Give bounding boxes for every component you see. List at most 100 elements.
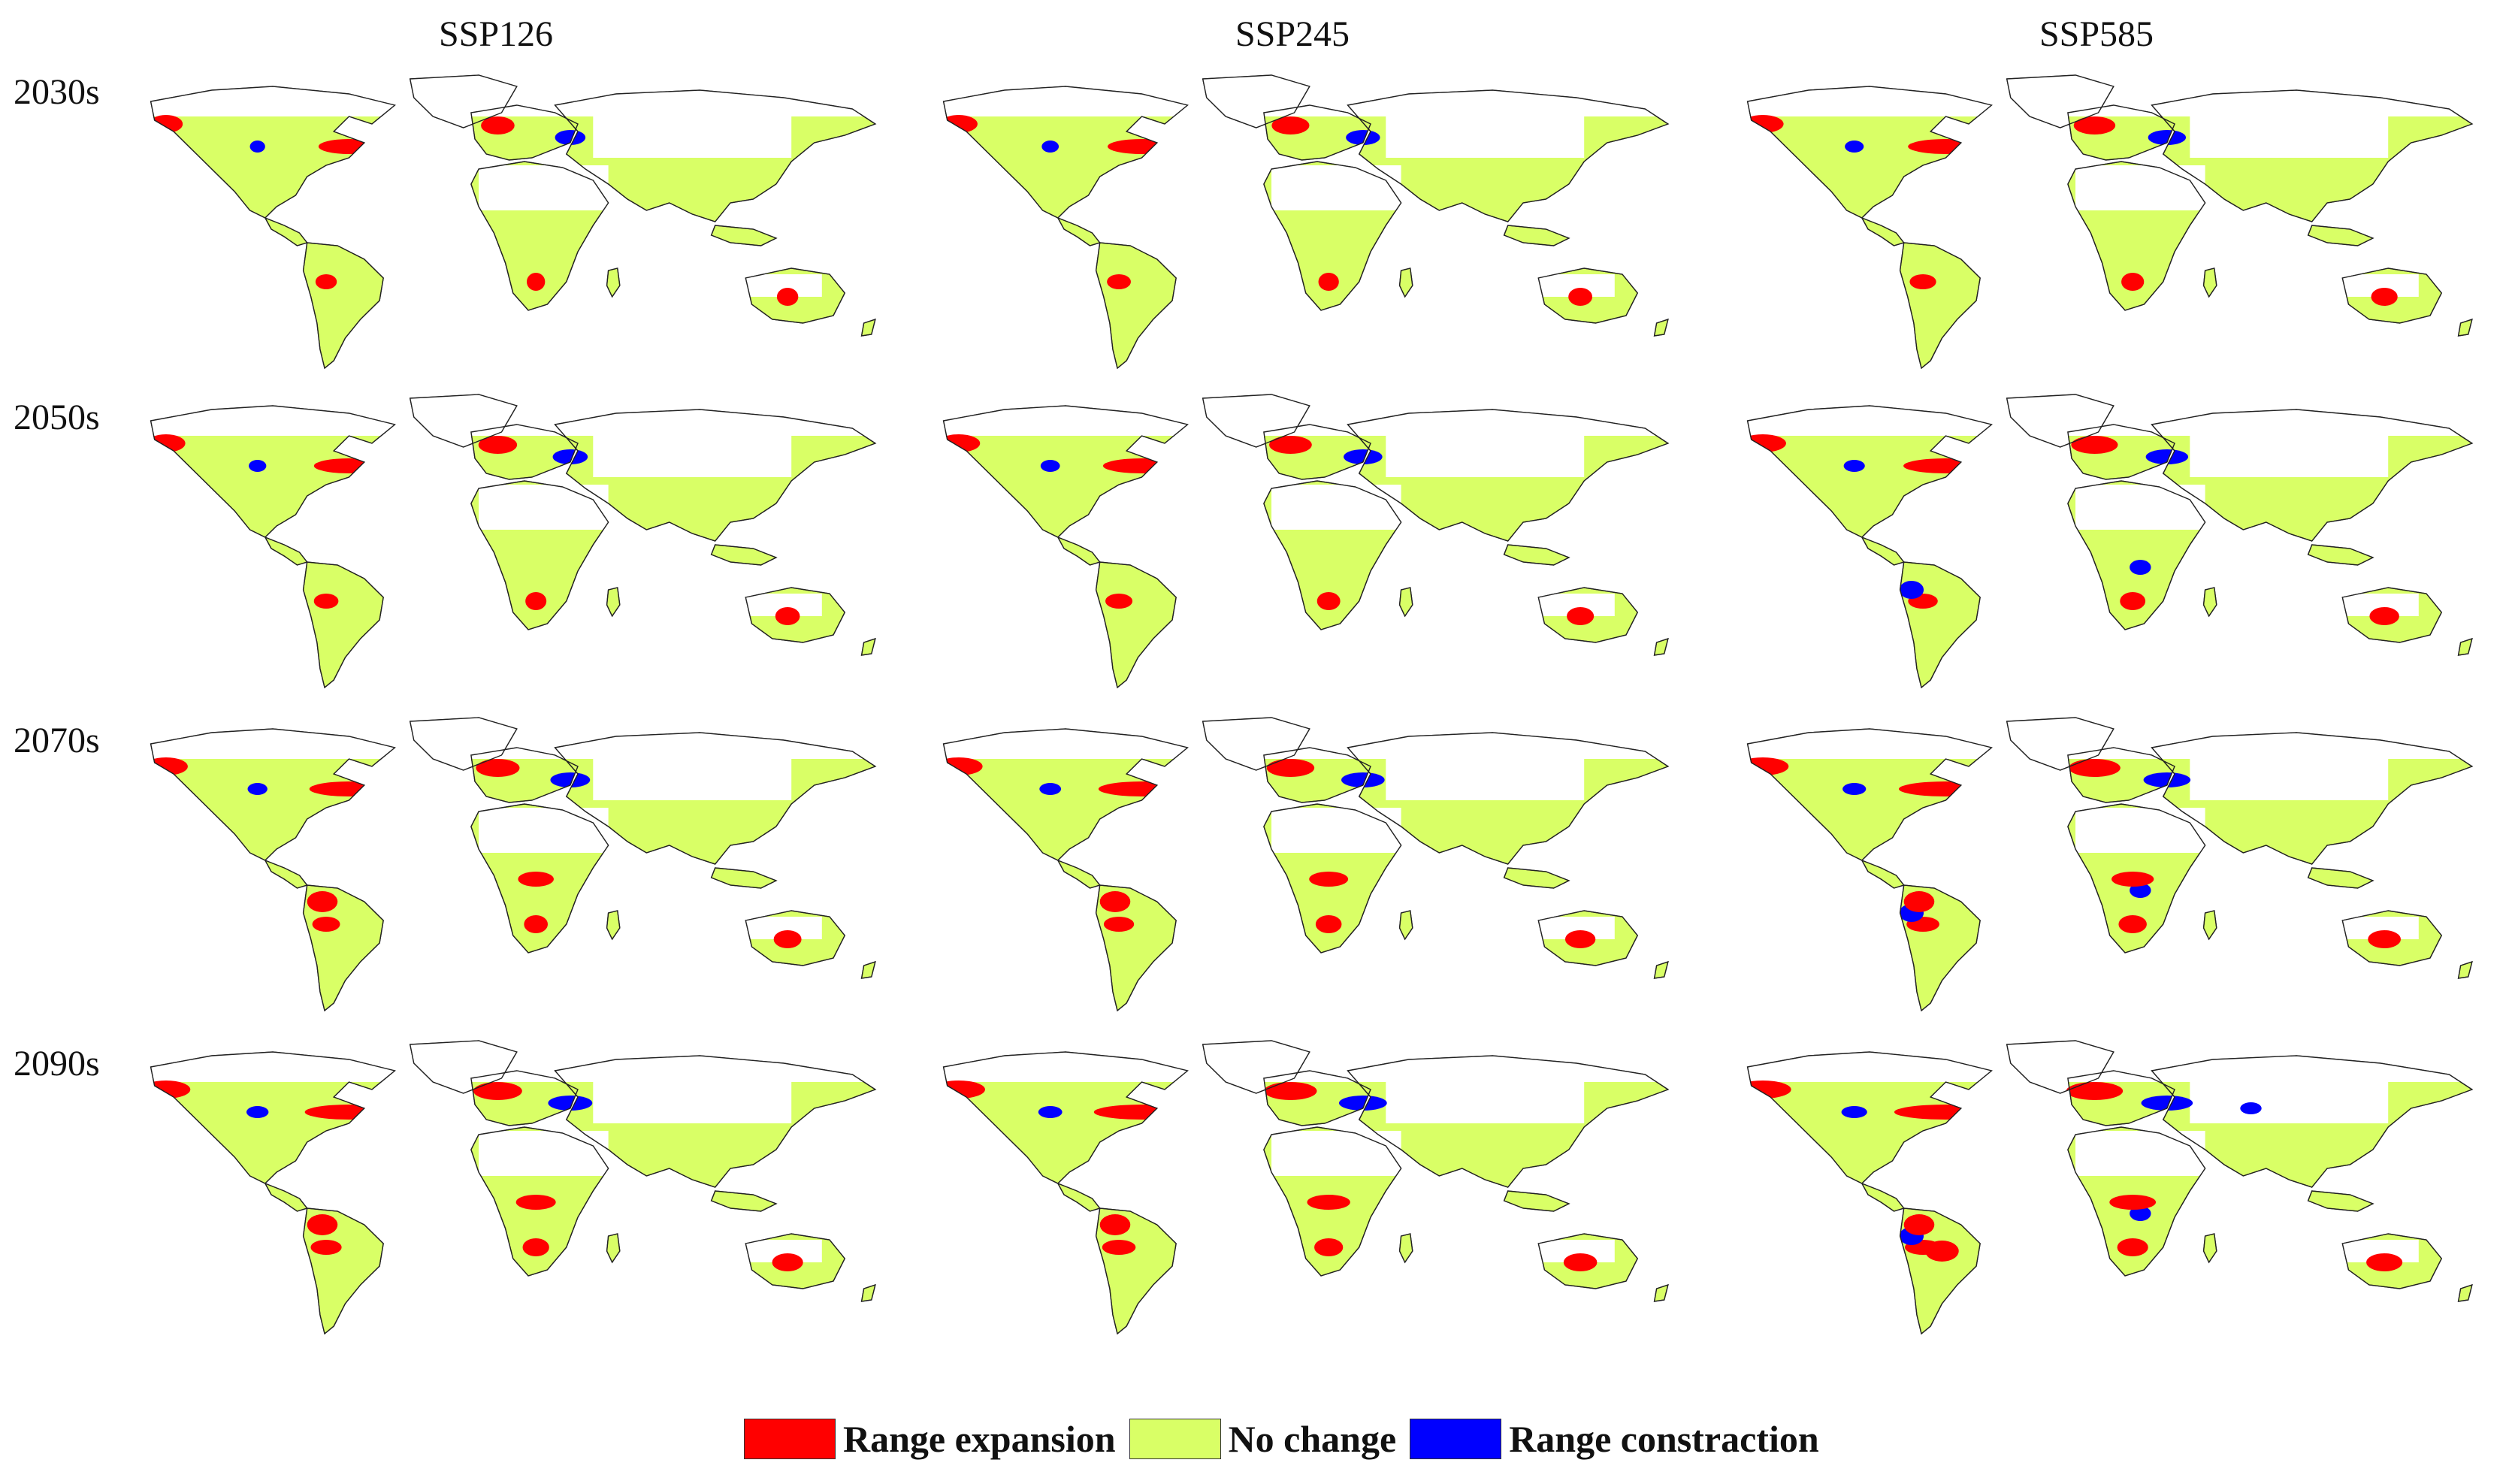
map-legend: Range expansion No change Range constrac… (744, 1416, 1833, 1461)
expansion-patch (315, 274, 337, 289)
expansion-patch (2371, 288, 2398, 306)
expansion-patch (2121, 273, 2145, 291)
outline-seAsiaIslands (1503, 1190, 1570, 1212)
outline-newZealand (2457, 960, 2473, 979)
map-panel-ssp585-2090s (1717, 1037, 2480, 1337)
contraction-patch (2141, 1096, 2193, 1111)
outline-centralAmerica (1057, 859, 1101, 889)
expansion-patch (1567, 607, 1595, 625)
land-centralAmerica (264, 216, 308, 246)
outline-northAmerica (942, 728, 1189, 861)
unsuitable-area (479, 485, 609, 530)
outline-southAmerica (1899, 561, 1981, 689)
contraction-patch (548, 1096, 593, 1111)
expansion-patch (1908, 139, 1984, 154)
expansion-patch (1747, 434, 1786, 452)
outline-australia (2341, 587, 2443, 643)
legend-swatch-expansion (744, 1419, 836, 1459)
outline-asia (1347, 89, 1670, 222)
contraction-patch (1899, 581, 1924, 599)
outline-newZealand (1653, 1283, 1669, 1302)
outline-africa (2067, 1126, 2206, 1277)
expansion-patch (525, 592, 547, 610)
unsuitable-area (479, 808, 609, 853)
outline-madagascar (1398, 587, 1413, 618)
contraction-patch (249, 141, 265, 153)
contraction-patch (2130, 560, 2151, 575)
unsuitable-area (1386, 116, 1585, 158)
land-centralAmerica (1861, 216, 1905, 246)
outline-seAsiaIslands (710, 867, 778, 889)
unsuitable-area (2190, 116, 2389, 158)
expansion-patch (1564, 930, 1596, 948)
expansion-patch (2069, 759, 2121, 777)
unsuitable-area (943, 1041, 1668, 1082)
outline-europe (1263, 747, 1371, 803)
outline-centralAmerica (264, 216, 308, 246)
outline-southAmerica (1899, 884, 1981, 1012)
outline-africa (470, 1126, 609, 1277)
expansion-patch (943, 434, 981, 452)
expansion-patch (1747, 115, 1784, 133)
unsuitable-area (1386, 436, 1585, 477)
expansion-patch (2109, 1195, 2157, 1210)
expansion-patch (307, 891, 338, 912)
world-map (150, 394, 877, 689)
expansion-patch (2120, 592, 2146, 610)
expansion-patch (943, 757, 983, 775)
unsuitable-area (943, 75, 1668, 116)
world-map (1746, 394, 2474, 689)
expansion-patch (1314, 1238, 1344, 1256)
world-map (150, 1040, 877, 1335)
land-centralAmerica (264, 1182, 308, 1212)
contraction-patch (1040, 460, 1060, 472)
outline-southAmerica (302, 884, 384, 1012)
unsuitable-area (479, 165, 609, 210)
outline-madagascar (2202, 910, 2217, 941)
column-label-ssp245: SSP245 (1235, 14, 1350, 54)
row-label-2030s: 2030s (14, 72, 100, 112)
outline-newZealand (860, 1283, 876, 1302)
expansion-patch (1315, 915, 1342, 933)
expansion-patch (1102, 1240, 1136, 1255)
expansion-patch (2118, 915, 2147, 933)
outline-australia (1537, 267, 1639, 324)
outline-southAmerica (302, 242, 384, 370)
unsuitable-area (2075, 165, 2205, 210)
contraction-patch (1344, 449, 1383, 464)
contraction-patch (2240, 1102, 2262, 1114)
outline-southAmerica (302, 561, 384, 689)
outline-madagascar (2202, 587, 2217, 618)
expansion-patch (2117, 1238, 2148, 1256)
world-map (1746, 717, 2474, 1012)
expansion-patch (1747, 757, 1789, 775)
expansion-patch (1098, 781, 1186, 796)
expansion-patch (150, 434, 186, 452)
outline-centralAmerica (1861, 216, 1905, 246)
expansion-patch (1563, 1253, 1598, 1271)
unsuitable-area (943, 718, 1668, 759)
outline-africa (2067, 803, 2206, 954)
outline-asia (554, 732, 877, 865)
unsuitable-area (1271, 1131, 1401, 1176)
expansion-patch (2111, 872, 2154, 887)
row-label-2050s: 2050s (14, 397, 100, 437)
land-centralAmerica (1861, 536, 1905, 566)
outline-seAsiaIslands (2307, 544, 2374, 566)
contraction-patch (1843, 460, 1865, 472)
outline-europe (2067, 104, 2175, 161)
outline-southAmerica (1095, 561, 1177, 689)
contraction-patch (2145, 449, 2189, 464)
outline-greenland (409, 1040, 518, 1094)
unsuitable-area (1386, 1082, 1585, 1123)
outline-seAsiaIslands (1503, 225, 1570, 246)
contraction-patch (2143, 772, 2191, 787)
expansion-patch (476, 759, 520, 777)
expansion-patch (1099, 891, 1131, 912)
contraction-patch (1041, 141, 1060, 153)
land-centralAmerica (264, 536, 308, 566)
contraction-patch (2130, 1206, 2151, 1221)
expansion-patch (773, 930, 802, 948)
outline-greenland (1202, 74, 1310, 128)
expansion-patch (1264, 1082, 1317, 1100)
